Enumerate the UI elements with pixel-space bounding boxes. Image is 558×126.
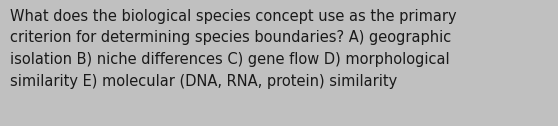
Text: What does the biological species concept use as the primary
criterion for determ: What does the biological species concept… <box>10 9 456 89</box>
